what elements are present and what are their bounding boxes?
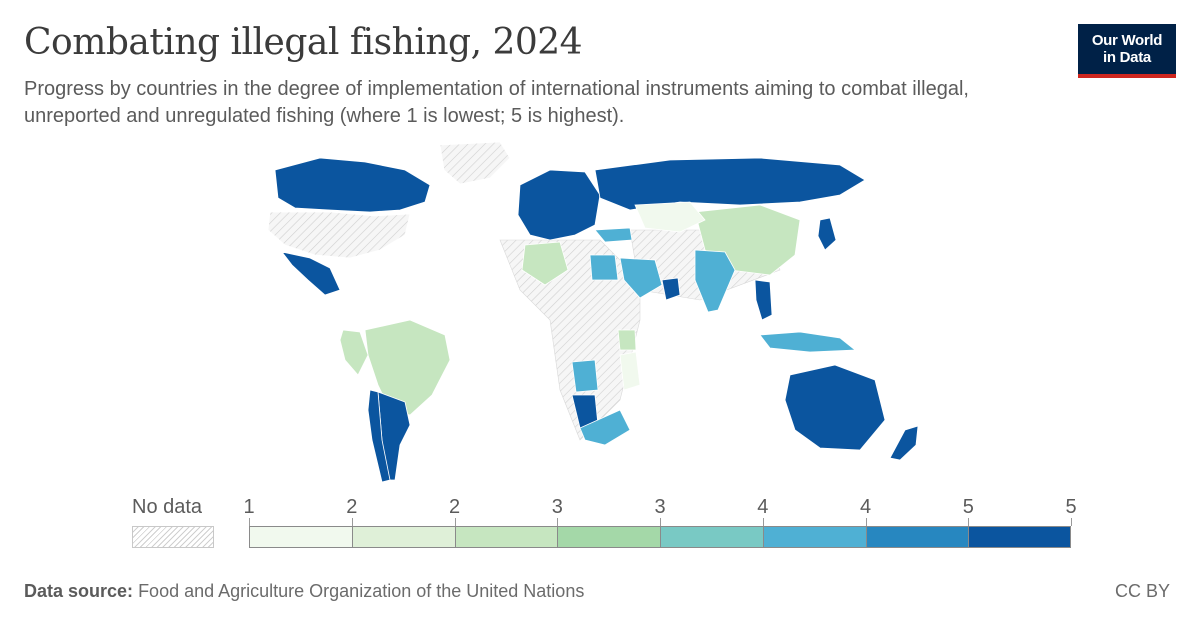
logo-text: Our World in Data: [1091, 32, 1163, 66]
data-source-label: Data source:: [24, 581, 134, 601]
country-thailand[interactable]: [754, 279, 773, 321]
country-peru[interactable]: [339, 329, 369, 376]
logo-line-2: in Data: [1103, 49, 1151, 66]
country-indonesia[interactable]: [759, 331, 857, 353]
country-turkey[interactable]: [594, 227, 633, 243]
country-mexico[interactable]: [281, 251, 341, 296]
country-south-africa[interactable]: [579, 409, 631, 446]
legend-bin[interactable]: [557, 526, 661, 548]
legend-tick: [351, 518, 353, 526]
legend-tick-label: 5: [962, 496, 974, 518]
country-new-zealand[interactable]: [889, 425, 919, 461]
country-mozambique[interactable]: [619, 351, 641, 391]
legend-tick: [865, 518, 867, 526]
country-australia[interactable]: [784, 364, 886, 451]
country-kazakhstan[interactable]: [634, 201, 706, 233]
legend-bin[interactable]: [249, 526, 353, 548]
legend-bin[interactable]: [454, 526, 559, 548]
chart-title: Combating illegal fishing, 2024: [24, 22, 583, 63]
legend-bin[interactable]: [351, 526, 456, 548]
license-link[interactable]: CC BY: [1114, 581, 1170, 601]
legend-bin[interactable]: [865, 526, 970, 548]
world-map[interactable]: [200, 140, 920, 490]
map-regions: [267, 141, 919, 483]
country-algeria[interactable]: [521, 241, 569, 286]
legend-no-data-swatch: [132, 526, 214, 548]
legend-no-data-label: No data: [132, 496, 203, 518]
country-europe[interactable]: [517, 169, 601, 241]
legend-bin[interactable]: [762, 526, 867, 548]
country-india[interactable]: [694, 249, 736, 313]
country-saudi-arabia[interactable]: [619, 257, 663, 299]
owid-logo[interactable]: Our World in Data: [1078, 24, 1176, 78]
legend-color-scale: 1 2 2 3 3 4 4 5 5: [243, 496, 1077, 552]
country-oman[interactable]: [661, 277, 681, 301]
legend-tick-label: 2: [346, 496, 358, 518]
country-united-states[interactable]: [267, 211, 411, 259]
legend-tick: [557, 518, 559, 526]
country-japan[interactable]: [817, 217, 837, 251]
data-source-text[interactable]: Food and Agriculture Organization of the…: [138, 581, 585, 601]
legend-tick: [968, 518, 970, 526]
legend-tick-label: 3: [551, 496, 563, 518]
legend-tick: [660, 518, 661, 526]
data-source: Data source: Food and Agriculture Organi…: [24, 581, 584, 602]
country-greenland[interactable]: [439, 141, 511, 185]
country-angola[interactable]: [571, 359, 599, 393]
legend-tick: [1071, 518, 1072, 526]
country-egypt[interactable]: [589, 254, 619, 281]
legend-tick: [762, 518, 764, 526]
country-brazil[interactable]: [364, 319, 451, 416]
legend-tick-label: 5: [1065, 496, 1077, 518]
legend-tick: [249, 518, 250, 526]
legend-tick: [454, 518, 456, 526]
legend-tick-label: 1: [243, 496, 255, 518]
chart-subtitle: Progress by countries in the degree of i…: [24, 78, 969, 127]
country-canada[interactable]: [274, 157, 431, 213]
country-tanzania[interactable]: [617, 329, 637, 351]
legend-bin[interactable]: [660, 526, 764, 548]
legend-tick-label: 4: [859, 496, 872, 518]
legend-tick-label: 2: [448, 496, 461, 518]
country-chile[interactable]: [367, 389, 391, 483]
legend-bin[interactable]: [968, 526, 1071, 548]
country-russia[interactable]: [594, 157, 866, 211]
legend-tick-label: 3: [654, 496, 666, 518]
legend-tick-label: 4: [757, 496, 769, 518]
logo-line-1: Our World: [1091, 32, 1163, 49]
